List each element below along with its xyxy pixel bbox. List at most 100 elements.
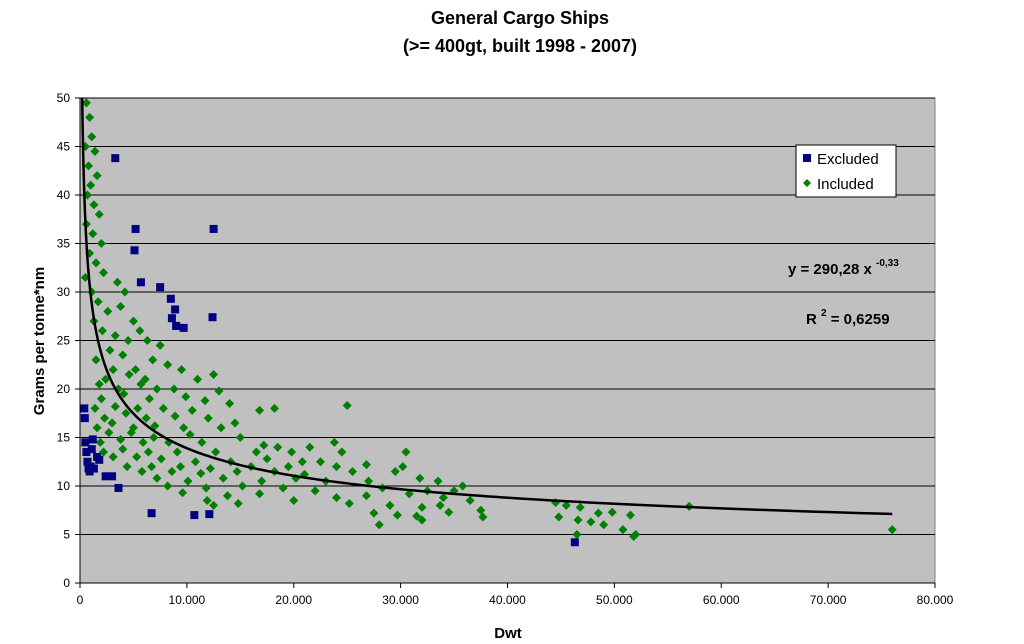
point-included-71 (92, 423, 102, 433)
y-tick-label-7: 35 (57, 237, 71, 251)
point-included-86 (197, 437, 207, 447)
point-included-35 (91, 355, 101, 365)
x-tick-labels: 0 10.000 20.000 30.000 40.000 50.000 60.000 70.… (77, 593, 954, 607)
legend: Excluded Included (795, 144, 897, 198)
point-included-20 (112, 277, 122, 287)
point-included-54 (181, 392, 191, 402)
point-included-120 (232, 466, 242, 476)
point-excluded-28 (147, 509, 156, 518)
point-included-41 (124, 369, 134, 379)
x-tick-label-2: 20.000 (275, 593, 312, 607)
point-included-114 (332, 462, 341, 472)
point-included-21 (120, 287, 130, 297)
point-included-34 (148, 355, 158, 365)
point-included-132 (415, 473, 425, 483)
point-included-163 (444, 507, 454, 517)
point-included-30 (142, 336, 152, 345)
point-included-79 (149, 433, 159, 442)
point-included-115 (361, 460, 371, 470)
point-included-127 (218, 473, 228, 483)
point-included-13 (96, 239, 106, 248)
point-included-175 (586, 517, 596, 527)
point-excluded-26 (108, 472, 117, 481)
point-included-39 (177, 365, 187, 375)
point-included-101 (156, 454, 166, 464)
point-excluded-9 (172, 321, 181, 330)
point-included-135 (163, 481, 173, 491)
point-included-2 (87, 132, 97, 142)
point-included-150 (465, 496, 475, 506)
point-excluded-6 (166, 294, 175, 303)
point-included-172 (625, 510, 635, 520)
point-included-102 (190, 457, 200, 467)
point-excluded-14 (81, 438, 90, 447)
point-included-177 (618, 525, 628, 535)
point-included-66 (121, 408, 131, 418)
point-included-23 (128, 316, 138, 326)
point-included-27 (97, 326, 107, 336)
point-excluded-12 (80, 404, 89, 413)
point-included-174 (573, 515, 583, 525)
point-included-173 (554, 512, 564, 522)
y-tick-label-4: 20 (57, 382, 71, 396)
point-excluded-4 (136, 278, 145, 287)
legend-marker-included (803, 179, 811, 187)
point-included-138 (278, 483, 288, 493)
x-tick-label-3: 30.000 (382, 593, 419, 607)
point-included-126 (183, 476, 193, 486)
chart-title: General Cargo Ships (431, 8, 609, 28)
point-included-145 (255, 489, 265, 499)
point-included-15 (91, 258, 101, 268)
y-tick-label-2: 10 (57, 479, 71, 493)
point-included-60 (158, 403, 168, 413)
point-included-153 (344, 498, 354, 508)
point-excluded-30 (205, 510, 214, 519)
point-included-32 (105, 345, 115, 355)
x-tick-label-0: 0 (77, 593, 84, 607)
point-included-51 (96, 394, 106, 404)
point-excluded-13 (80, 414, 89, 423)
point-included-94 (172, 447, 182, 457)
point-included-42 (140, 374, 150, 384)
trendline-group (80, 97, 893, 516)
point-included-160 (369, 508, 379, 518)
point-included-68 (170, 411, 180, 421)
data-points (80, 98, 897, 547)
point-included-182 (887, 525, 897, 535)
point-excluded-0 (111, 154, 120, 163)
point-excluded-24 (95, 455, 104, 464)
point-included-70 (230, 418, 240, 428)
point-included-128 (257, 476, 267, 486)
point-excluded-3 (209, 224, 218, 233)
point-included-171 (607, 507, 617, 517)
point-included-113 (283, 462, 293, 472)
point-included-152 (289, 496, 299, 506)
point-included-89 (305, 442, 315, 452)
point-included-22 (103, 306, 113, 316)
point-excluded-10 (179, 323, 188, 332)
point-included-19 (93, 297, 103, 307)
point-excluded-31 (570, 538, 579, 547)
point-excluded-25 (101, 472, 110, 481)
point-included-59 (133, 403, 143, 413)
y-tick-label-9: 45 (57, 140, 71, 154)
point-included-166 (417, 515, 427, 525)
point-included-87 (259, 440, 269, 450)
point-included-96 (251, 447, 261, 457)
trendline (80, 97, 893, 516)
point-included-7 (86, 180, 96, 190)
point-included-24 (116, 302, 126, 312)
point-included-55 (200, 396, 210, 406)
point-included-10 (94, 209, 104, 219)
point-included-84 (138, 437, 148, 447)
point-included-176 (599, 520, 609, 530)
point-included-148 (404, 489, 414, 499)
point-excluded-21 (88, 435, 97, 444)
point-included-136 (201, 483, 211, 493)
equation-exponent: -0,33 (876, 258, 899, 269)
point-included-133 (433, 476, 443, 486)
point-included-159 (233, 498, 243, 508)
point-included-168 (561, 500, 571, 510)
point-excluded-15 (82, 448, 91, 457)
point-included-76 (216, 423, 226, 433)
